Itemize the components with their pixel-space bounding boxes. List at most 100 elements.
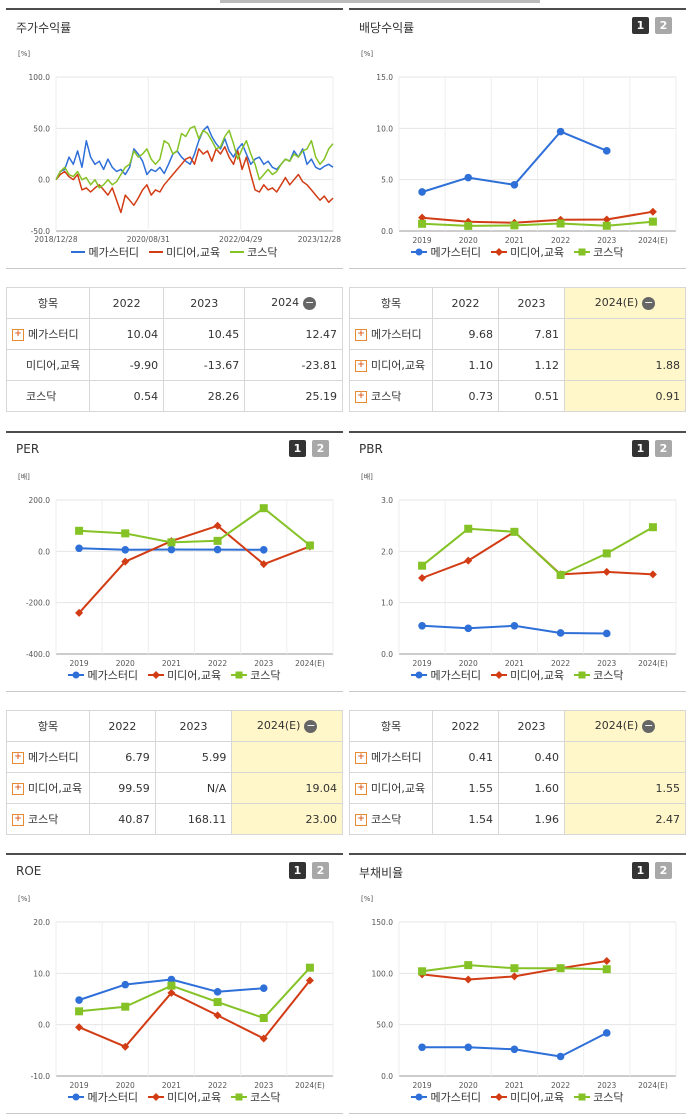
tab-button-2[interactable]: 2 [312, 862, 329, 879]
expand-icon[interactable]: + [12, 329, 24, 341]
data-point[interactable] [213, 998, 222, 1007]
tab-button-1[interactable]: 1 [632, 862, 649, 879]
data-point[interactable] [213, 521, 222, 530]
data-point[interactable] [648, 570, 657, 579]
data-point[interactable] [167, 538, 176, 547]
data-point[interactable] [305, 963, 314, 972]
data-point[interactable] [418, 561, 427, 570]
expand-icon[interactable]: + [355, 752, 367, 764]
data-point[interactable] [602, 147, 611, 155]
data-point[interactable] [464, 173, 473, 182]
data-point[interactable] [259, 560, 268, 569]
data-point[interactable] [556, 629, 565, 637]
data-point[interactable] [121, 545, 130, 554]
data-point[interactable] [259, 984, 268, 993]
expand-icon[interactable]: + [12, 783, 24, 795]
data-point[interactable] [464, 221, 473, 230]
data-point[interactable] [648, 523, 657, 532]
data-point[interactable] [418, 1043, 426, 1052]
data-point[interactable] [510, 972, 519, 981]
collapse-icon[interactable]: − [304, 718, 318, 733]
data-point[interactable] [556, 1052, 565, 1061]
data-point[interactable] [213, 545, 222, 554]
expand-icon[interactable]: + [355, 391, 367, 403]
data-point[interactable] [510, 621, 519, 630]
collapse-icon[interactable]: − [642, 295, 656, 310]
data-point[interactable] [556, 570, 565, 579]
tab-button-1[interactable]: 1 [632, 17, 649, 34]
data-point[interactable] [510, 181, 519, 189]
tab-button-2[interactable]: 2 [655, 440, 672, 457]
data-point[interactable] [75, 608, 84, 617]
data-point[interactable] [213, 1011, 222, 1020]
data-point[interactable] [648, 207, 657, 216]
legend-square-icon [574, 1093, 591, 1101]
tab-button-2[interactable]: 2 [312, 440, 329, 457]
data-point[interactable] [464, 1043, 473, 1052]
data-point[interactable] [259, 545, 268, 554]
data-point[interactable] [648, 217, 657, 226]
data-point[interactable] [510, 221, 519, 230]
data-point[interactable] [75, 996, 83, 1004]
data-point[interactable] [418, 213, 427, 222]
data-point[interactable] [602, 221, 611, 230]
collapse-icon[interactable]: − [642, 718, 656, 733]
expand-icon[interactable]: + [355, 360, 367, 372]
data-point[interactable] [510, 527, 519, 536]
data-point[interactable] [167, 981, 176, 990]
expand-icon[interactable]: + [12, 752, 24, 764]
tab-button-2[interactable]: 2 [655, 862, 672, 879]
tab-button-1[interactable]: 1 [289, 440, 306, 457]
data-point[interactable] [556, 219, 565, 228]
data-point[interactable] [418, 574, 427, 583]
data-point[interactable] [602, 629, 611, 638]
data-point[interactable] [259, 1034, 268, 1043]
data-point[interactable] [121, 557, 130, 566]
data-point[interactable] [305, 976, 314, 985]
data-point[interactable] [75, 526, 84, 535]
expand-icon[interactable]: + [355, 783, 367, 795]
data-point[interactable] [418, 219, 427, 228]
tab-button-2[interactable]: 2 [655, 17, 672, 34]
data-point[interactable] [121, 980, 130, 989]
data-point[interactable] [602, 215, 611, 224]
data-point[interactable] [75, 1023, 84, 1032]
data-point[interactable] [418, 621, 426, 630]
data-point[interactable] [418, 188, 426, 196]
data-point[interactable] [167, 545, 176, 554]
data-point[interactable] [464, 524, 473, 533]
expand-icon[interactable]: + [355, 329, 367, 341]
tab-button-1[interactable]: 1 [289, 862, 306, 879]
data-point[interactable] [464, 556, 473, 565]
data-point[interactable] [75, 544, 83, 553]
data-point[interactable] [510, 964, 519, 973]
data-point[interactable] [213, 536, 222, 545]
data-point[interactable] [305, 541, 314, 550]
expand-icon[interactable]: + [355, 814, 367, 826]
expand-icon[interactable]: + [12, 814, 24, 826]
data-point[interactable] [556, 127, 565, 136]
data-point[interactable] [602, 957, 611, 966]
data-point[interactable] [167, 988, 176, 997]
data-point[interactable] [167, 975, 176, 984]
data-point[interactable] [510, 1045, 519, 1054]
data-point[interactable] [75, 1007, 84, 1016]
data-point[interactable] [602, 965, 611, 974]
tab-button-1[interactable]: 1 [632, 440, 649, 457]
data-point[interactable] [464, 975, 473, 984]
data-point[interactable] [602, 549, 611, 558]
data-point[interactable] [556, 964, 565, 973]
data-point[interactable] [602, 1029, 611, 1037]
data-point[interactable] [464, 624, 473, 633]
dividend-yield-chart: [%] 15.0 10.0 5.0 0.0 2019 2020 2021 2022 2023 202… [361, 50, 677, 245]
data-point[interactable] [418, 967, 427, 976]
data-point[interactable] [121, 1002, 130, 1011]
data-point[interactable] [121, 1042, 130, 1051]
data-point[interactable] [602, 567, 611, 576]
data-point[interactable] [259, 504, 268, 513]
data-point[interactable] [213, 988, 222, 996]
data-point[interactable] [121, 529, 130, 538]
data-point[interactable] [259, 1013, 268, 1022]
data-point[interactable] [464, 961, 473, 970]
collapse-icon[interactable]: − [303, 295, 317, 310]
